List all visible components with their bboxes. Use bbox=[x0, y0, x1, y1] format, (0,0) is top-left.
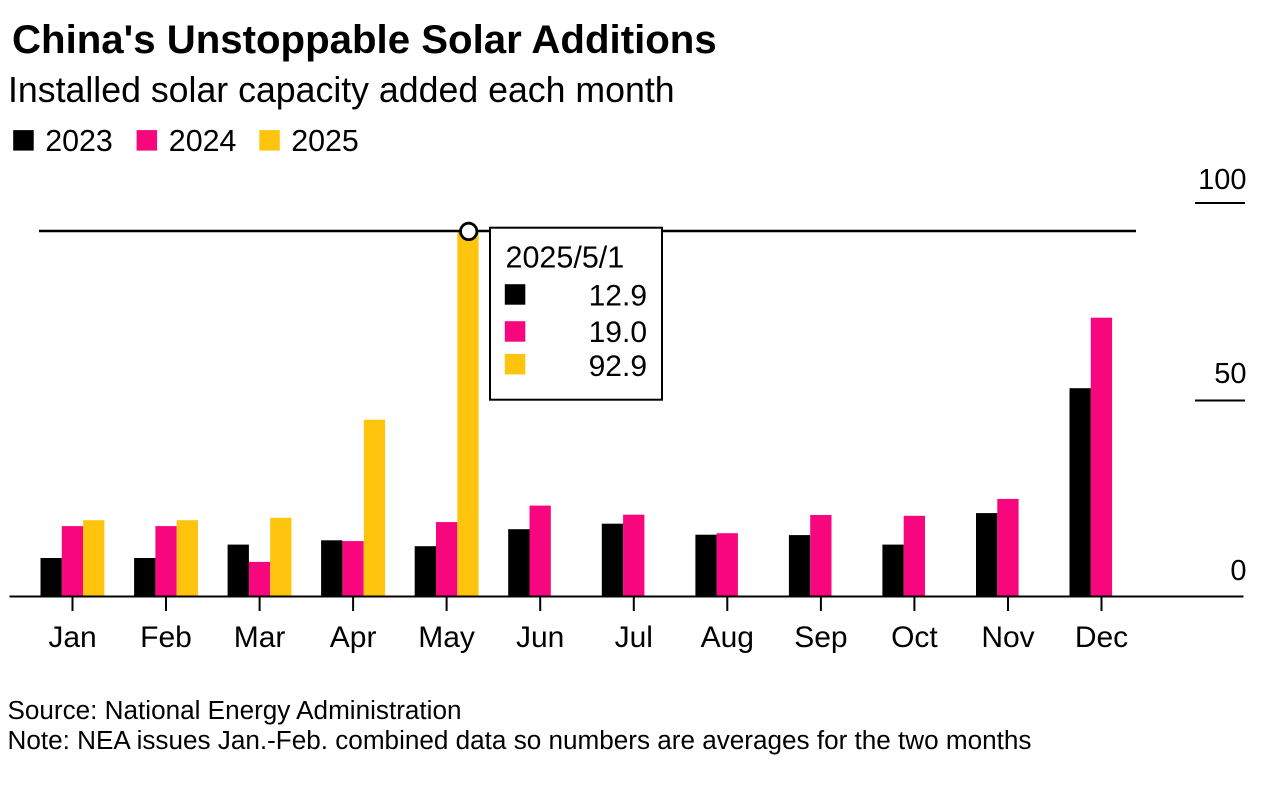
svg-text:Source: National Energy Admini: Source: National Energy Administration bbox=[8, 695, 462, 725]
svg-text:China's Unstoppable Solar Addi: China's Unstoppable Solar Additions bbox=[12, 17, 717, 62]
svg-text:Mar: Mar bbox=[234, 621, 286, 654]
svg-text:Jan: Jan bbox=[48, 621, 96, 654]
svg-text:Jul: Jul bbox=[615, 621, 653, 654]
svg-text:Oct: Oct bbox=[891, 621, 938, 654]
svg-text:Note: NEA issues Jan.-Feb. com: Note: NEA issues Jan.-Feb. combined data… bbox=[8, 725, 1032, 755]
svg-text:Installed solar capacity added: Installed solar capacity added each mont… bbox=[8, 70, 675, 110]
svg-text:2025/5/1: 2025/5/1 bbox=[506, 240, 625, 274]
svg-text:Nov: Nov bbox=[981, 621, 1034, 654]
svg-text:Dec: Dec bbox=[1075, 621, 1128, 654]
svg-text:Jun: Jun bbox=[516, 621, 564, 654]
svg-text:2025: 2025 bbox=[291, 124, 359, 158]
svg-text:Apr: Apr bbox=[330, 621, 377, 654]
svg-text:2023: 2023 bbox=[45, 124, 113, 158]
svg-text:12.9: 12.9 bbox=[589, 279, 647, 312]
svg-text:2024: 2024 bbox=[169, 124, 237, 158]
svg-text:Sep: Sep bbox=[794, 621, 847, 654]
svg-text:50: 50 bbox=[1214, 358, 1246, 390]
svg-text:0: 0 bbox=[1230, 555, 1246, 587]
svg-text:Feb: Feb bbox=[140, 621, 192, 654]
svg-text:19.0: 19.0 bbox=[589, 316, 647, 349]
svg-text:Aug: Aug bbox=[701, 621, 754, 654]
svg-text:100: 100 bbox=[1198, 164, 1246, 196]
svg-text:92.9: 92.9 bbox=[589, 350, 647, 383]
svg-text:May: May bbox=[418, 621, 475, 654]
